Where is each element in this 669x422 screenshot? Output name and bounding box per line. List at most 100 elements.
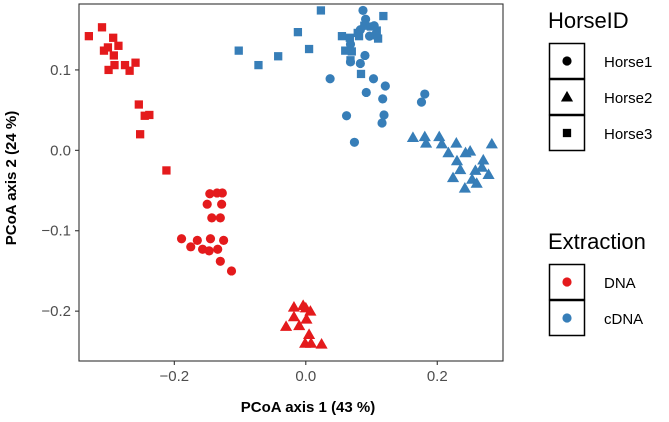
data-point <box>254 60 263 70</box>
data-point <box>355 58 365 69</box>
data-point <box>341 46 350 55</box>
data-point <box>458 182 471 193</box>
data-point <box>482 168 495 179</box>
data-point <box>125 66 134 75</box>
data-point <box>377 118 387 128</box>
data-point <box>287 301 301 312</box>
data-point <box>135 130 145 139</box>
data-point <box>360 50 370 61</box>
data-point <box>97 23 107 32</box>
data-point <box>450 154 464 166</box>
data-point <box>217 199 227 209</box>
data-point <box>213 244 223 254</box>
data-point <box>202 199 212 209</box>
x-tick-label: −0.2 <box>160 368 190 385</box>
x-axis-title: PCoA axis 1 (43 %) <box>241 399 376 416</box>
data-point <box>416 97 427 107</box>
data-point <box>469 164 482 175</box>
series-horse3-dna <box>84 23 171 175</box>
data-point <box>176 234 187 244</box>
data-point <box>356 69 366 79</box>
data-point <box>109 33 118 42</box>
data-point <box>372 26 381 35</box>
data-point <box>485 137 498 149</box>
data-point <box>354 32 364 41</box>
data-point <box>442 146 455 158</box>
data-point <box>287 310 301 322</box>
data-point <box>366 22 376 31</box>
y-tick-label: −0.1 <box>41 223 71 240</box>
data-point <box>226 266 237 276</box>
legend-label-horse2: Horse2 <box>604 90 652 107</box>
data-point <box>373 34 383 43</box>
legend-key-triangle <box>560 90 574 102</box>
data-point <box>361 87 371 98</box>
data-point <box>378 94 388 104</box>
legend-title-extraction: Extraction <box>548 229 646 254</box>
data-point <box>99 46 109 55</box>
y-tick-label: 0.1 <box>50 62 71 79</box>
data-point <box>380 81 390 91</box>
data-point <box>325 74 335 84</box>
data-point <box>454 163 467 175</box>
legend-key-circle <box>562 56 572 66</box>
y-tick-label: −0.2 <box>41 303 71 320</box>
data-point <box>459 146 472 158</box>
data-point <box>302 328 316 339</box>
data-point <box>293 319 306 331</box>
data-point <box>346 56 355 65</box>
series-horse2-dna <box>279 299 328 349</box>
series-horse2-cdna <box>406 130 498 193</box>
x-tick-label: 0.0 <box>295 368 316 385</box>
data-point <box>418 130 431 142</box>
data-point <box>204 246 214 256</box>
legend-key-square <box>562 128 572 138</box>
plot-panel <box>78 3 504 362</box>
data-point <box>304 305 317 316</box>
data-point <box>341 111 352 121</box>
legend-label-dna: DNA <box>604 275 636 292</box>
data-point <box>134 100 143 109</box>
plot-border <box>78 3 504 362</box>
data-point <box>215 256 225 266</box>
data-point <box>140 111 149 120</box>
data-point <box>475 161 489 172</box>
series-horse3-cdna <box>234 6 388 79</box>
data-point <box>379 11 388 21</box>
data-point <box>162 166 171 175</box>
legend-key-color <box>562 313 572 323</box>
data-point <box>120 60 130 70</box>
data-point <box>131 58 140 67</box>
data-point <box>347 47 356 56</box>
legend-area: HorseID Horse1 Horse2 Horse3 Extraction DNA cD… <box>548 8 652 337</box>
data-point <box>360 21 369 30</box>
data-point <box>304 337 318 348</box>
data-point <box>300 313 313 324</box>
data-point <box>207 213 217 223</box>
series-horse1-dna <box>176 188 237 276</box>
data-point <box>192 235 202 245</box>
axes-layer: −0.2 0.0 0.2 −0.2 −0.1 0.0 0.1 <box>41 62 447 385</box>
data-point <box>293 28 303 37</box>
data-point <box>470 177 483 188</box>
y-tick-label: 0.0 <box>50 142 71 159</box>
data-point <box>145 110 154 120</box>
legend-key-color <box>562 277 572 287</box>
data-point <box>379 110 389 120</box>
data-point <box>205 234 216 244</box>
data-point <box>337 32 347 41</box>
data-point <box>345 33 354 42</box>
data-point <box>205 189 215 199</box>
data-point <box>215 213 225 223</box>
data-point <box>110 60 119 70</box>
data-point <box>477 153 490 165</box>
data-point <box>114 41 123 50</box>
data-point <box>234 46 243 55</box>
data-point <box>420 137 433 148</box>
data-point <box>219 235 229 245</box>
legend-label-cdna: cDNA <box>604 311 643 328</box>
data-point <box>364 31 375 41</box>
data-point <box>104 65 113 75</box>
data-point <box>358 5 368 16</box>
